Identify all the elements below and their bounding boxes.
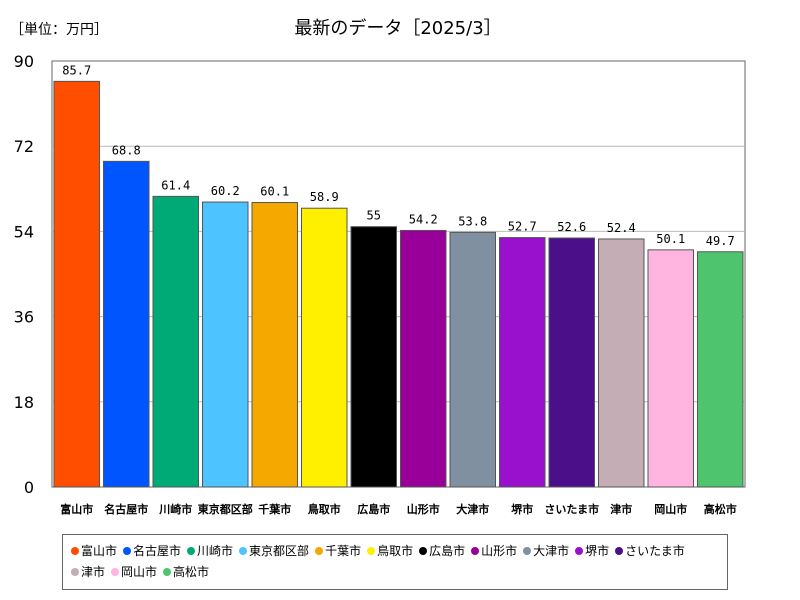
legend-label: 広島市	[429, 544, 466, 558]
legend-swatch	[71, 567, 79, 576]
bar-9	[449, 231, 496, 488]
x-tick-label: 山形市	[407, 502, 440, 516]
data-label: 60.2	[211, 184, 240, 198]
data-label: 60.1	[260, 185, 289, 199]
legend-item: 富山市	[71, 540, 117, 561]
legend-item: 山形市	[471, 540, 517, 561]
x-tick-label: 大津市	[456, 502, 489, 516]
bars	[53, 80, 744, 488]
data-label: 58.9	[310, 190, 339, 204]
data-label: 53.8	[458, 214, 487, 228]
legend-label: 鳥取市	[377, 544, 414, 558]
data-label: 49.7	[706, 234, 735, 248]
bar-5	[251, 202, 298, 488]
legend-item: さいたま市	[615, 540, 685, 561]
legend-swatch	[471, 546, 480, 555]
y-tick-label: 90	[14, 52, 34, 71]
legend-item: 鳥取市	[367, 540, 413, 561]
y-tick-label: 54	[14, 222, 34, 241]
x-axis-labels: 富山市 名古屋市 川崎市 東京都区部 千葉市 鳥取市 広島市 山形市 大津市 堺市 さいたま市 津市 岡…	[60, 502, 737, 516]
legend-item: 津市	[71, 561, 105, 582]
bar-chart: ［単位：万円］ 最新のデータ［2025/3］ 0 18 36 54 72 90 85.7 6…	[10, 18, 746, 516]
legend-item: 大津市	[523, 540, 569, 561]
data-label: 52.7	[508, 220, 537, 234]
legend-label: 堺市	[585, 544, 610, 558]
legend: 富山市 名古屋市 川崎市 東京都区部 千葉市 鳥取市 広島市 山形市 大津市 堺市 さいたま市津市 岡…	[62, 534, 728, 590]
data-label: 54.2	[409, 212, 438, 226]
y-tick-label: 36	[14, 308, 34, 327]
chart-title: 最新のデータ［2025/3］	[294, 18, 501, 39]
legend-swatch	[615, 546, 624, 555]
y-tick-label: 0	[24, 478, 34, 497]
bar-2	[103, 160, 150, 488]
data-label: 61.4	[161, 178, 190, 192]
x-tick-label: 富山市	[60, 502, 93, 516]
x-tick-label: 広島市	[357, 502, 390, 516]
x-tick-label: 名古屋市	[104, 502, 148, 516]
data-label: 85.7	[62, 63, 91, 77]
data-label: 55	[367, 209, 381, 223]
legend-swatch	[575, 546, 584, 555]
bar-14	[697, 251, 744, 488]
legend-swatch	[367, 546, 376, 555]
bar-4	[202, 201, 249, 488]
bar-6	[301, 207, 348, 488]
y-tick-label: 18	[14, 393, 34, 412]
legend-label: 山形市	[481, 544, 518, 558]
bar-13	[647, 249, 694, 488]
x-tick-label: 千葉市	[258, 502, 291, 516]
legend-label: 千葉市	[325, 544, 362, 558]
bar-8	[400, 229, 447, 488]
bar-7	[350, 226, 397, 488]
legend-swatch	[419, 546, 428, 555]
legend-label: 高松市	[173, 565, 210, 579]
bar-10	[499, 237, 546, 488]
legend-item: 高松市	[163, 561, 209, 582]
legend-swatch	[123, 546, 132, 555]
legend-swatch	[523, 546, 532, 555]
legend-swatch	[239, 546, 248, 555]
data-label: 50.1	[656, 232, 685, 246]
legend-label: 東京都区部	[249, 544, 310, 558]
legend-item: 東京都区部	[239, 540, 309, 561]
legend-label: 富山市	[81, 544, 118, 558]
x-tick-label: 高松市	[704, 502, 737, 516]
legend-label: さいたま市	[625, 544, 685, 558]
data-label: 68.8	[112, 143, 141, 157]
y-tick-label: 72	[14, 137, 34, 156]
x-tick-label: 津市	[610, 502, 632, 516]
legend-swatch	[315, 546, 324, 555]
legend-swatch	[71, 546, 79, 555]
bar-12	[598, 238, 645, 488]
legend-item: 堺市	[575, 540, 609, 561]
x-tick-label: 川崎市	[158, 502, 192, 516]
data-label: 52.6	[557, 220, 586, 234]
legend-item: 岡山市	[111, 561, 157, 582]
legend-label: 津市	[81, 565, 106, 579]
bar-3	[152, 195, 199, 488]
legend-item: 川崎市	[187, 540, 233, 561]
legend-swatch	[187, 546, 196, 555]
x-tick-label: さいたま市	[544, 502, 599, 516]
legend-item: 千葉市	[315, 540, 361, 561]
legend-swatch	[111, 567, 120, 576]
legend-swatch	[163, 567, 172, 576]
x-tick-label: 堺市	[511, 502, 533, 516]
x-tick-label: 鳥取市	[308, 502, 341, 516]
legend-label: 川崎市	[197, 544, 234, 558]
legend-item: 広島市	[419, 540, 465, 561]
x-tick-label: 東京都区部	[198, 502, 253, 516]
value-labels: 85.7 68.8 61.4 60.2 60.1 58.9 55 54.2 53.8 52.7 52…	[62, 63, 734, 247]
unit-label: ［単位：万円］	[10, 22, 108, 38]
legend-label: 大津市	[533, 544, 570, 558]
legend-label: 岡山市	[121, 565, 158, 579]
legend-item: 名古屋市	[123, 540, 181, 561]
bar-11	[548, 237, 595, 488]
data-label: 52.4	[607, 221, 636, 235]
y-axis-ticks: 0 18 36 54 72 90	[14, 52, 34, 497]
bar-1	[53, 80, 100, 488]
x-tick-label: 岡山市	[654, 502, 687, 516]
legend-label: 名古屋市	[133, 544, 182, 558]
